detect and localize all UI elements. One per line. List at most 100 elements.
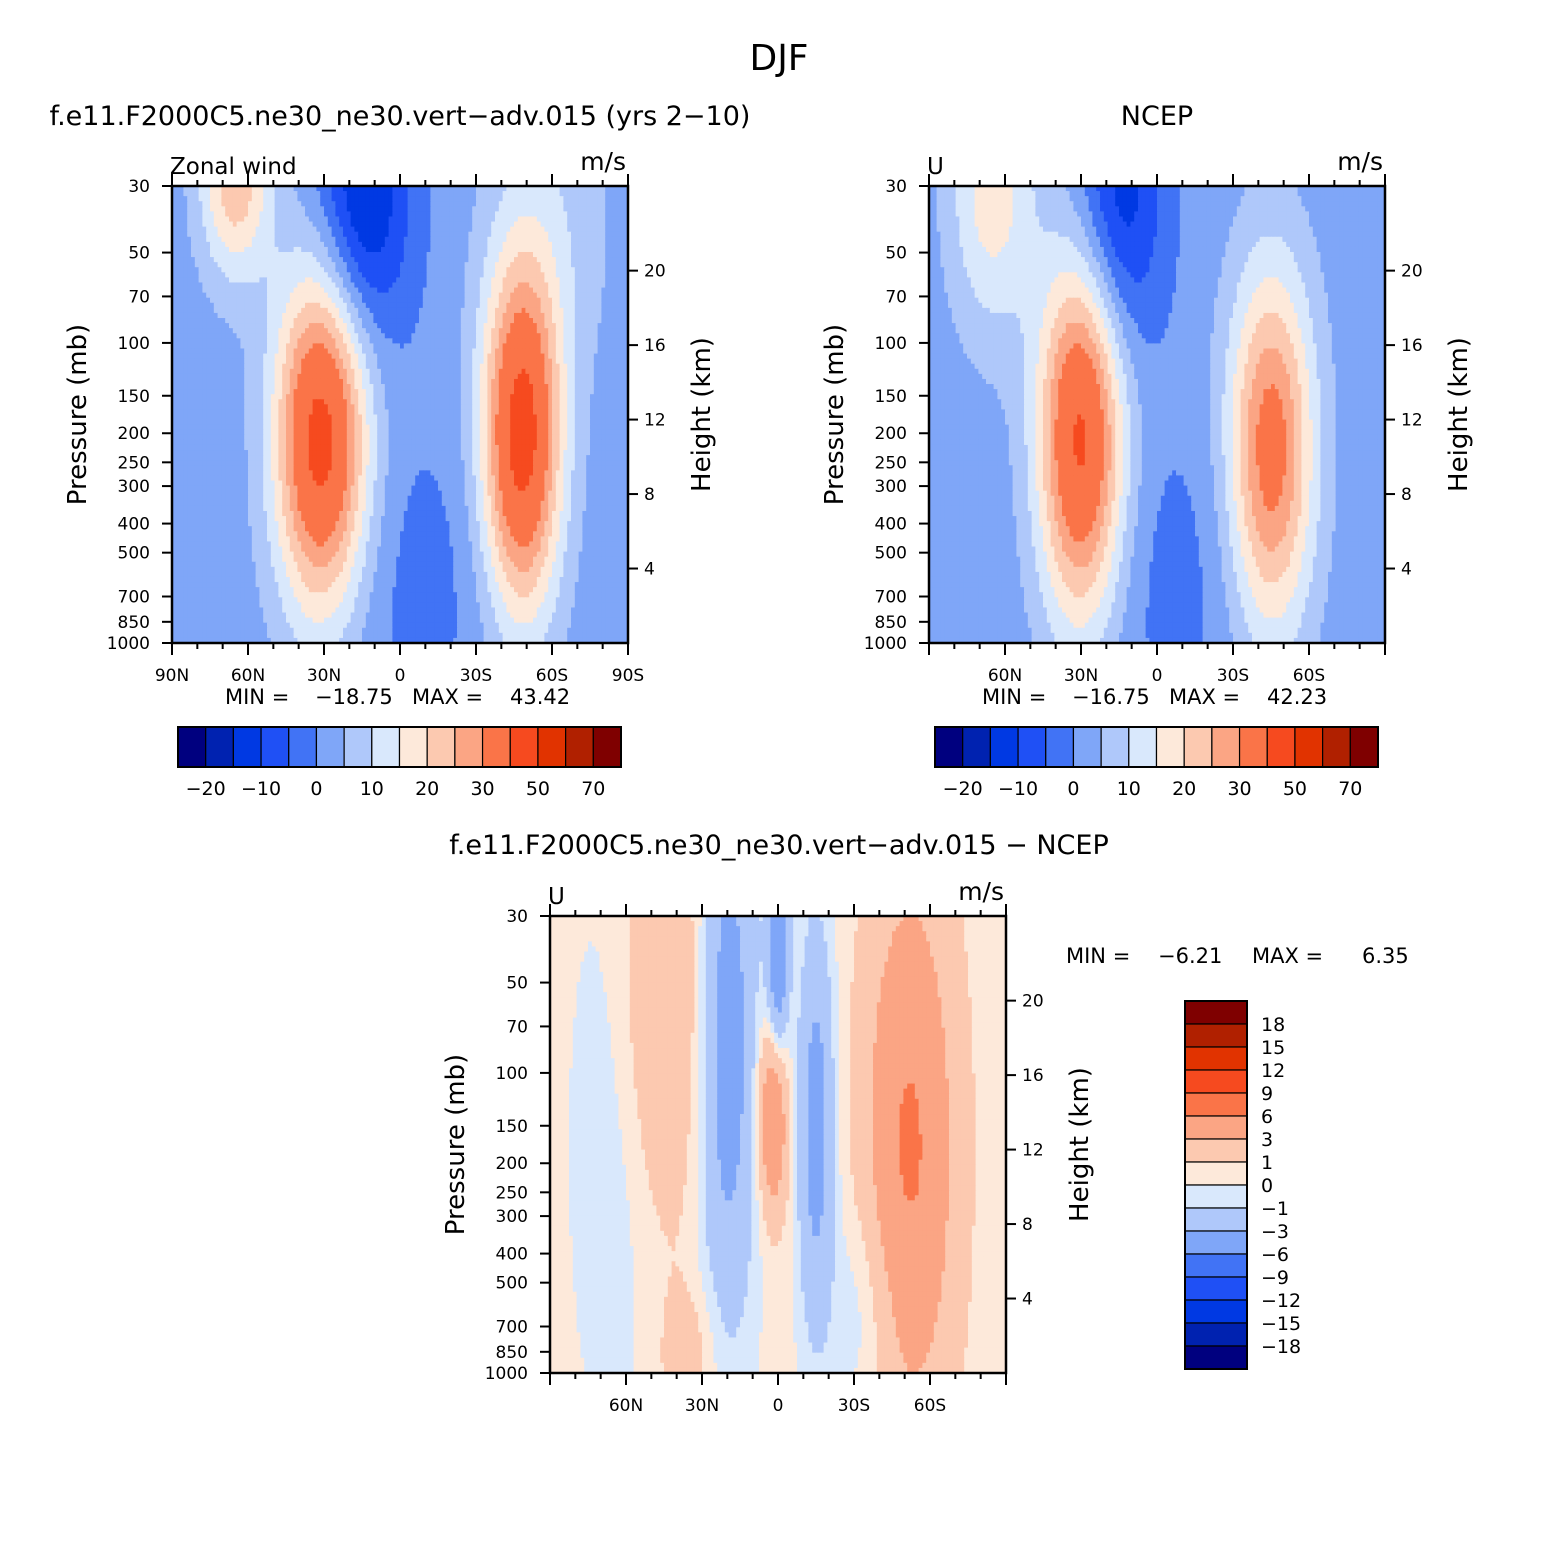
field-cell <box>510 196 515 202</box>
field-cell <box>350 272 355 278</box>
field-cell <box>286 252 291 258</box>
field-cell <box>267 257 272 263</box>
field-cell <box>616 226 621 233</box>
field-cell <box>445 282 450 289</box>
field-cell <box>453 302 458 309</box>
field-cell <box>198 292 203 299</box>
field-cell <box>419 302 424 309</box>
field-cell <box>616 338 621 345</box>
field-cell <box>392 282 397 289</box>
field-cell <box>605 318 610 324</box>
field-cell <box>343 201 348 207</box>
field-cell <box>217 221 222 228</box>
field-cell <box>445 312 450 319</box>
field-cell <box>324 191 329 197</box>
field-cell <box>521 226 526 233</box>
field-cell <box>544 302 549 309</box>
field-cell <box>597 328 602 334</box>
field-cell <box>616 186 621 192</box>
field-cell <box>335 241 340 248</box>
field-cell <box>586 216 591 223</box>
field-cell <box>274 252 279 258</box>
field-cell <box>491 378 496 385</box>
field-cell <box>305 282 310 289</box>
field-cell <box>620 373 625 380</box>
field-cell <box>198 318 203 324</box>
field-cell <box>335 323 340 329</box>
field-cell <box>601 312 606 319</box>
field-cell <box>593 186 599 192</box>
field-cell <box>343 328 348 334</box>
field-cell <box>533 378 538 385</box>
field-cell <box>472 206 477 212</box>
field-cell <box>213 277 219 284</box>
field-cell <box>358 226 363 233</box>
field-cell <box>324 333 329 339</box>
field-cell <box>194 196 200 202</box>
field-cell <box>590 246 595 253</box>
field-cell <box>343 236 348 243</box>
field-cell <box>407 246 412 253</box>
field-cell <box>362 226 367 233</box>
field-cell <box>229 272 234 278</box>
field-cell <box>483 267 488 273</box>
field-cell <box>392 302 397 309</box>
field-cell <box>259 307 264 314</box>
field-cell <box>354 292 359 299</box>
field-cell <box>555 277 561 284</box>
field-cell <box>582 196 587 202</box>
field-cell <box>301 384 306 390</box>
field-cell <box>483 236 488 243</box>
field-cell <box>578 328 583 334</box>
field-cell <box>555 368 561 375</box>
field-cell <box>453 262 458 268</box>
field-cell <box>517 277 523 284</box>
field-cell <box>244 333 249 339</box>
field-cell <box>601 226 606 233</box>
field-cell <box>312 307 317 314</box>
field-cell <box>457 211 462 218</box>
field-cell <box>491 389 496 395</box>
field-cell <box>567 363 572 370</box>
field-cell <box>358 292 363 299</box>
field-cell <box>179 368 184 375</box>
field-cell <box>240 363 245 370</box>
field-cell <box>548 353 553 360</box>
field-cell <box>358 277 363 284</box>
field-cell <box>282 378 287 385</box>
field-cell <box>476 343 481 350</box>
field-cell <box>415 368 420 375</box>
field-cell <box>293 231 298 238</box>
field-cell <box>335 272 340 278</box>
field-cell <box>510 328 515 334</box>
field-cell <box>232 363 238 370</box>
field-cell <box>194 282 200 289</box>
field-cell <box>187 378 192 385</box>
field-cell <box>263 191 268 197</box>
field-cell <box>502 236 507 243</box>
field-cell <box>270 318 276 324</box>
field-cell <box>586 318 591 324</box>
field-cell <box>194 312 200 319</box>
field-cell <box>396 312 401 319</box>
field-cell <box>460 292 466 299</box>
field-cell <box>548 262 553 268</box>
field-cell <box>339 318 344 324</box>
field-cell <box>479 389 485 395</box>
field-cell <box>624 323 629 329</box>
field-cell <box>172 287 177 294</box>
field-cell <box>248 226 253 233</box>
field-cell <box>225 348 230 355</box>
field-cell <box>373 226 378 233</box>
field-cell <box>282 226 287 233</box>
field-cell <box>426 363 431 370</box>
field-cell <box>297 221 302 228</box>
field-cell <box>476 328 481 334</box>
field-cell <box>441 216 447 223</box>
field-cell <box>529 221 534 228</box>
field-cell <box>373 231 378 238</box>
field-cell <box>559 216 564 223</box>
field-cell <box>331 384 336 390</box>
field-cell <box>179 378 184 385</box>
field-cell <box>453 328 458 334</box>
